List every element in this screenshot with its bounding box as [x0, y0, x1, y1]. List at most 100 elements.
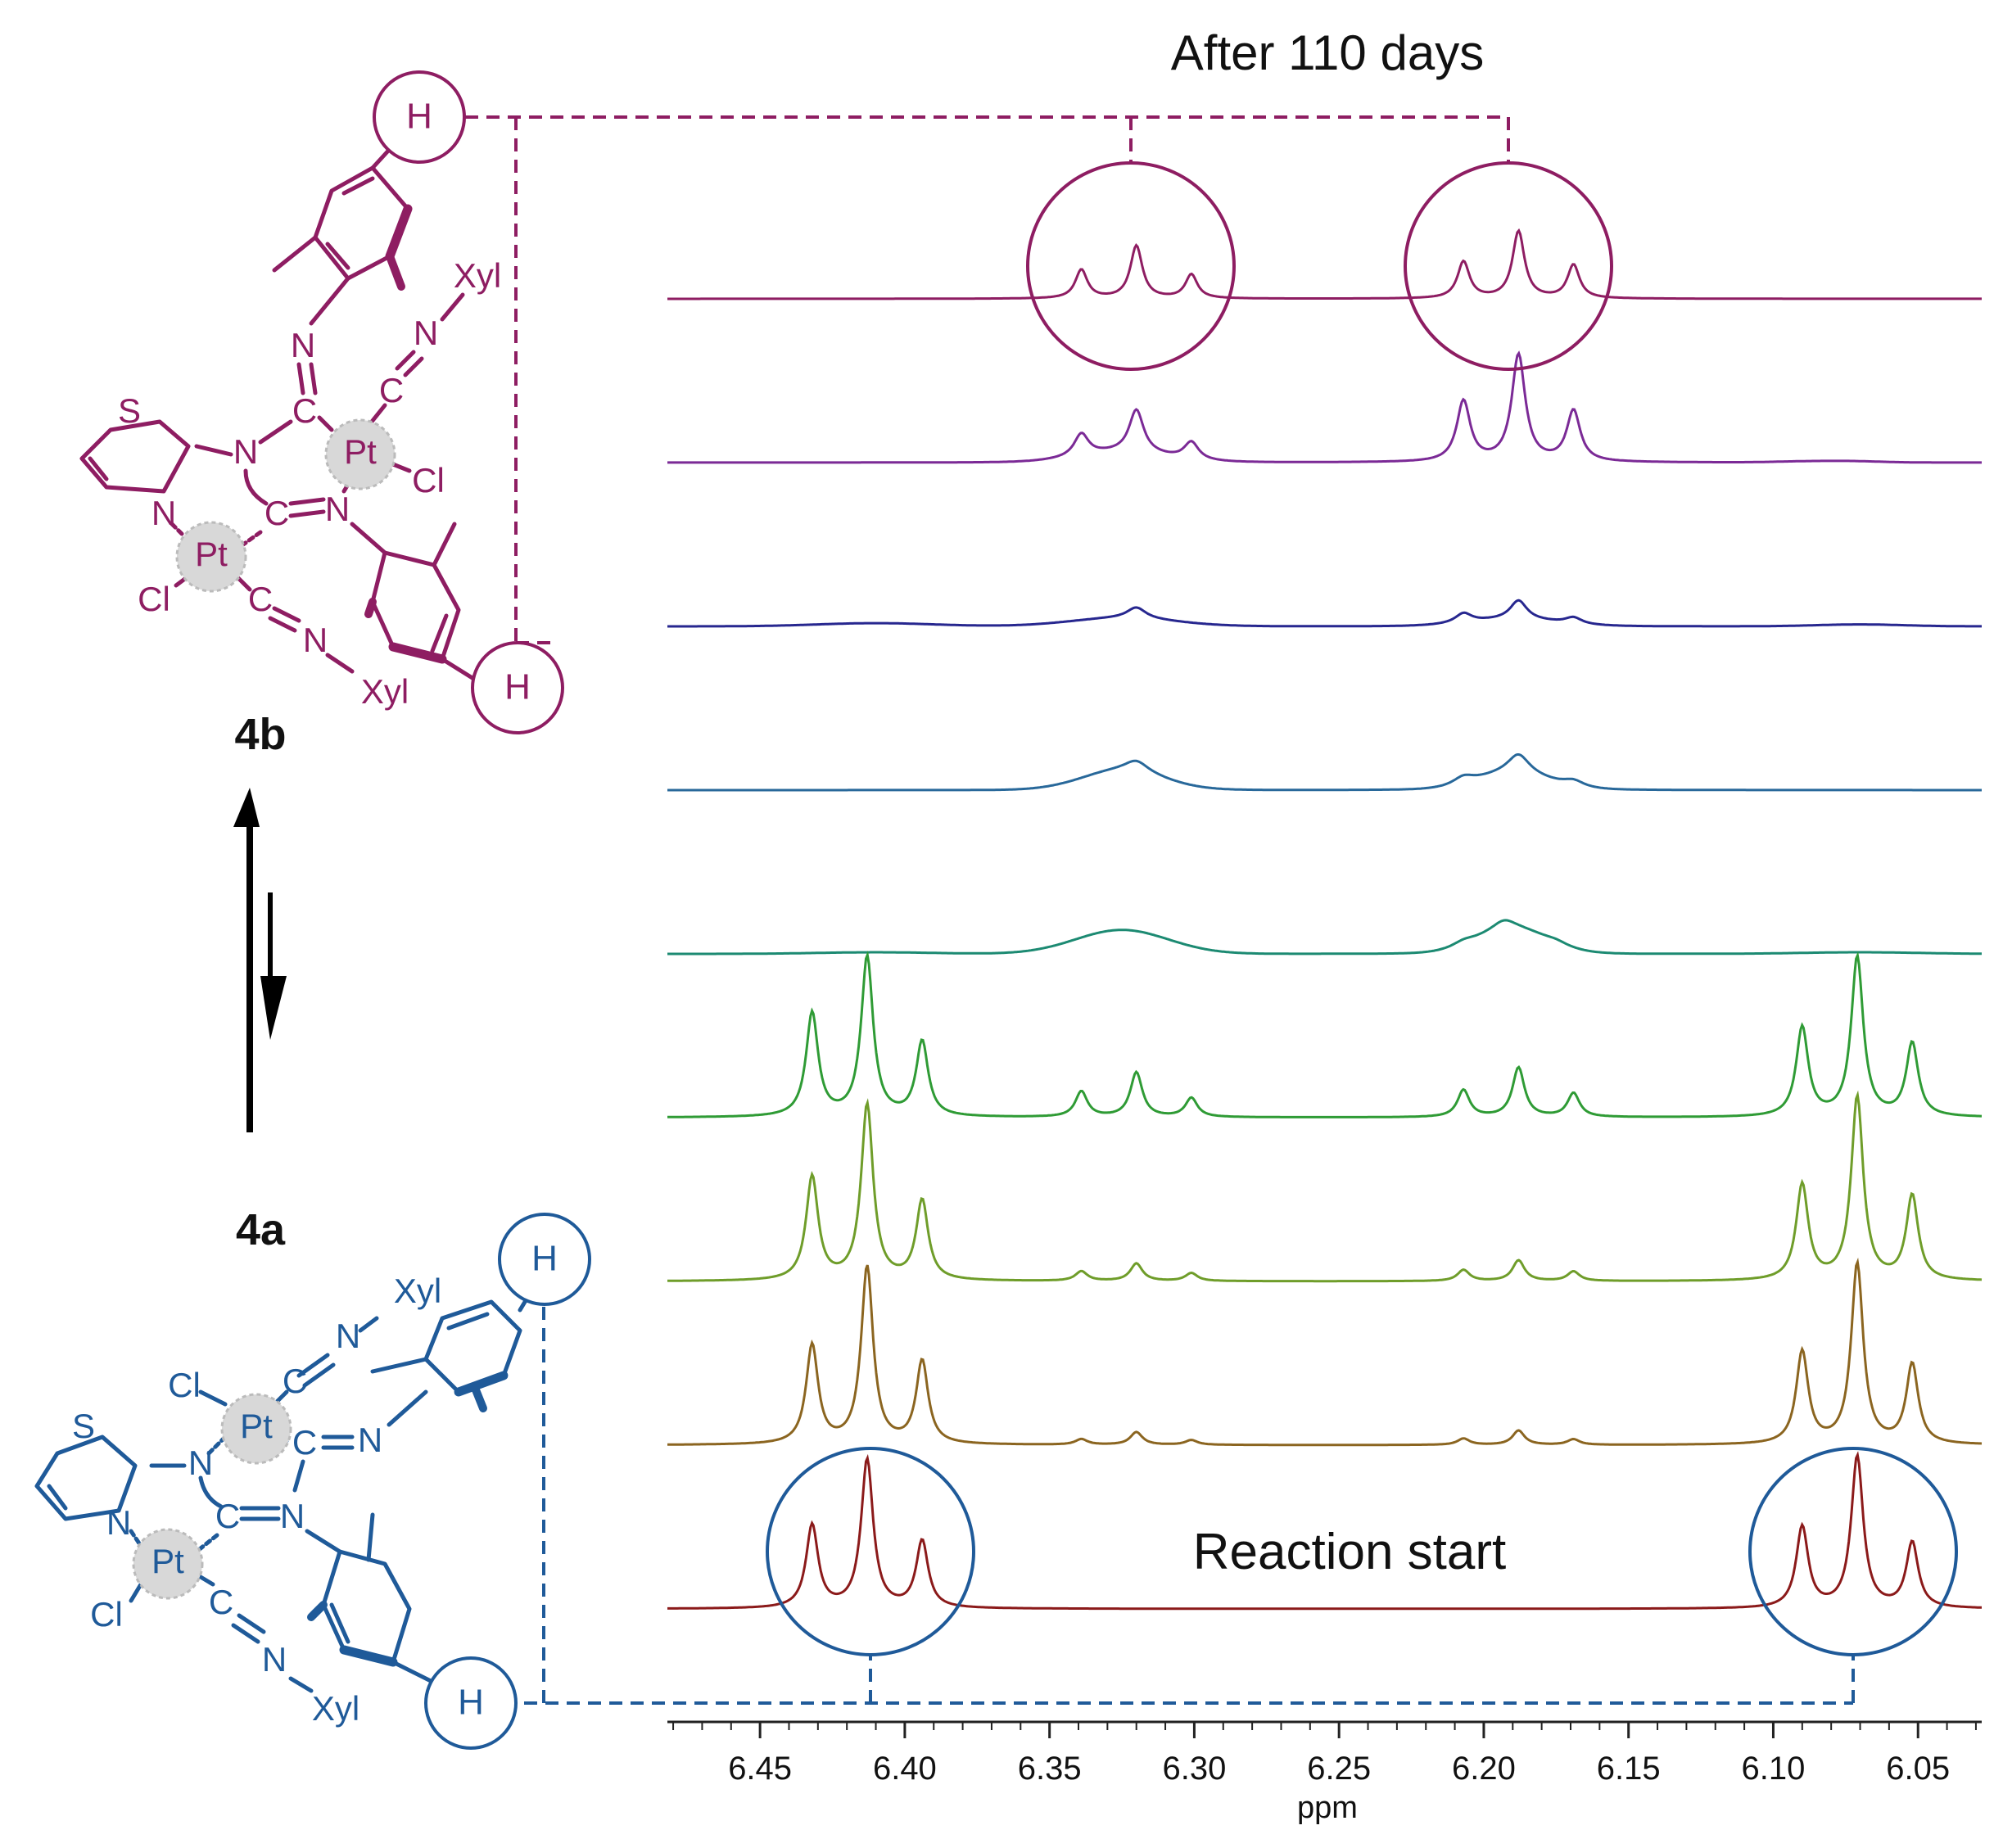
4a-methyl-bottom-lower [307, 1601, 328, 1621]
leader-line-4b [465, 115, 1510, 644]
4a-pt-shadows [132, 1393, 292, 1600]
compound-4a-label: 4a [236, 1205, 286, 1254]
spectrum-trace-1 [667, 228, 1982, 300]
4b-top-aryl-wedge [385, 204, 413, 261]
highlight-4a [524, 1288, 1958, 1705]
4b-atom-c-top: C [292, 391, 317, 430]
4b-methyl-top-left [272, 235, 318, 273]
4b-h-bottom-circle [471, 641, 564, 734]
4a-atom-c-iso-top: C [283, 1362, 307, 1400]
spectrum-trace-3 [667, 599, 1982, 628]
spectrum-trace-5 [667, 919, 1982, 956]
4a-atom-cl-bot: Cl [90, 1595, 123, 1633]
4a-h-bond-bottom [391, 1660, 436, 1685]
x-axis: 6.45 6.40 6.35 6.30 6.25 6.20 6.15 6.10 6.05 [667, 1720, 1982, 1787]
4a-bottom-aryl-wedge [339, 1645, 398, 1667]
4a-atom-c-iso-bot: C [209, 1583, 233, 1621]
spectrum-trace-8 [667, 1257, 1983, 1447]
4a-atom-pt-bot: Pt [151, 1542, 184, 1580]
4a-h-top-circle [498, 1213, 591, 1306]
4b-n-to-xyl-top [440, 292, 465, 322]
4b-h-top-circle [373, 70, 466, 164]
4b-pt-shadows [175, 418, 396, 593]
4a-atom-pt-top: Pt [240, 1407, 273, 1445]
4a-thiazole-n-to-pt [129, 1529, 142, 1546]
4a-atom-n-bridge: N [188, 1444, 213, 1482]
4a-iso-top-triple1 [296, 1353, 330, 1378]
spectrum-trace-6 [667, 951, 1982, 1118]
x-tick-label: 6.25 [1307, 1751, 1371, 1787]
4a-methyl-top-left [370, 1357, 428, 1374]
4b-atom-n-ring: N [151, 494, 176, 532]
4a-iso-bot-triple1 [231, 1623, 260, 1644]
4b-atom-pt-bot: Pt [195, 535, 228, 573]
compound-4b-label: 4b [234, 710, 286, 759]
4a-top-aryl-double [446, 1312, 490, 1331]
4a-atom-s: S [72, 1407, 95, 1445]
4a-pt-top-shadow [220, 1393, 292, 1465]
4b-atom-h-bot: H [504, 667, 531, 707]
4b-top-aryl-double1 [341, 176, 375, 196]
4a-iso-bot-triple2 [237, 1613, 266, 1634]
4a-thiazole-ring [34, 1435, 138, 1521]
4b-iso-top-triple1 [395, 350, 416, 371]
4b-atom-c-iso-top: C [379, 371, 404, 409]
4b-iso-top-triple2 [403, 356, 424, 377]
4b-bottom-aryl-double [430, 613, 449, 653]
x-tick-label: 6.40 [873, 1751, 937, 1787]
4b-aryl-to-N-top [309, 276, 350, 326]
4b-n-bridge-to-c-mid [243, 468, 269, 506]
4a-atom-c-top: C [292, 1423, 317, 1462]
4b-methyl-bottom-lower [364, 598, 377, 618]
4b-top-aryl-double2 [325, 242, 350, 270]
4a-pt-bot-shadow [132, 1528, 204, 1600]
4a-atom-cl-top: Cl [168, 1366, 201, 1404]
reverse-arrow-head [260, 976, 287, 1040]
4b-pt-top-shadow [324, 418, 396, 490]
spectrum-trace-9 [667, 1451, 1982, 1611]
x-axis-label: ppm [1297, 1791, 1358, 1825]
4a-h-markers: H H [424, 1213, 591, 1750]
4a-atom-h-bot: H [458, 1683, 484, 1723]
4b-methyl-top-right [386, 252, 405, 291]
4b-atom-cl-left: Cl [138, 580, 170, 618]
4a-n-to-xyl-top [358, 1316, 379, 1333]
4a-atom-xyl-top: Xyl [394, 1272, 441, 1310]
4a-bottom-aryl-ring [321, 1549, 412, 1665]
x-tick-label: 6.10 [1742, 1751, 1806, 1787]
4b-h-markers: H H [373, 70, 564, 734]
4a-atom-n-iso-bot: N [262, 1640, 287, 1679]
4b-atom-c-mid: C [265, 494, 289, 532]
4a-n-mid-to-aryl [305, 1529, 342, 1554]
chart-title: After 110 days [1171, 25, 1484, 80]
x-tick-label: 6.35 [1018, 1751, 1082, 1787]
4b-n-mid-to-aryl [350, 522, 387, 555]
4b-n-bridge-to-thz [194, 444, 233, 457]
equilibrium-arrows [233, 788, 287, 1132]
4a-bottom-aryl-double [329, 1602, 350, 1644]
4a-atom-h-top: H [531, 1239, 558, 1279]
x-tick-label: 6.05 [1886, 1751, 1950, 1787]
4a-h-bottom-circle [424, 1656, 518, 1750]
4a-methyl-top-right [471, 1384, 487, 1412]
4a-c-top-to-n-mid [292, 1459, 305, 1493]
reaction-start-label: Reaction start [1193, 1524, 1507, 1580]
4a-atom-xyl-bot: Xyl [312, 1689, 359, 1728]
4b-thiazole-double [88, 456, 109, 481]
4b-iso-bot-triple1 [268, 616, 297, 633]
4b-c-top-to-n-bridge [258, 419, 293, 445]
x-tick-label: 6.30 [1162, 1751, 1226, 1787]
4a-thiazole-double [47, 1484, 68, 1511]
x-tick-label: 6.45 [728, 1751, 792, 1787]
4b-atom-xyl-bot: Xyl [361, 672, 409, 711]
4b-atom-n-imine: N [291, 326, 315, 364]
4b-atom-h-top: H [406, 97, 432, 137]
x-tick-label: 6.15 [1597, 1751, 1661, 1787]
4b-h-bond-bottom [440, 657, 477, 682]
leader-line-4a [524, 1288, 1855, 1705]
4a-atom-n-imine: N [358, 1421, 382, 1459]
4a-top-aryl-wedge [454, 1371, 509, 1397]
4b-imine-bond2 [309, 362, 318, 395]
4b-atom-xyl-top: Xyl [454, 256, 501, 295]
